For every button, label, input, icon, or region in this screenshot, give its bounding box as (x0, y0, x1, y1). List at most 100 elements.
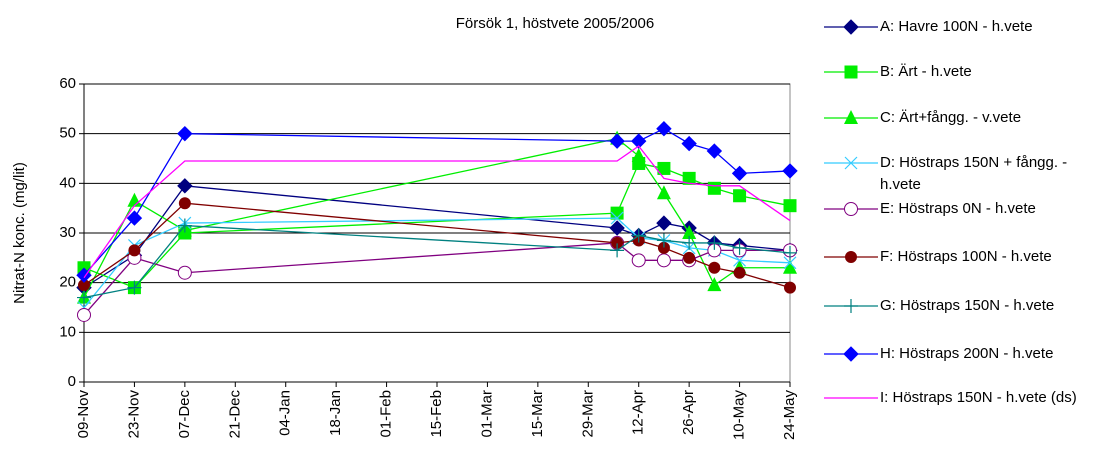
legend-entry: E: Höstraps 0N - h.vete (822, 198, 1108, 220)
legend-label: F: Höstraps 100N - h.vete (880, 248, 1052, 265)
marker (177, 125, 193, 142)
y-axis-title: Nitrat-N konc. (mg/lit) (11, 162, 28, 304)
marker (733, 253, 746, 267)
marker (681, 135, 697, 152)
marker (783, 256, 797, 270)
legend: A: Havre 100N - h.vete B: Ärt - h.vete C: … (822, 0, 1110, 468)
series-line (83, 137, 790, 298)
x-tick-label: 24-May (781, 390, 798, 441)
x-tick-label: 15-Mar (529, 390, 546, 438)
marker (707, 277, 722, 292)
x-tick-label: 29-Mar (579, 390, 596, 438)
legend-entry: H: Höstraps 200N - h.vete (822, 343, 1108, 365)
marker (733, 266, 746, 279)
x-tick-label: 01-Mar (478, 390, 495, 438)
marker (731, 165, 748, 182)
marker (783, 245, 797, 260)
marker (609, 133, 625, 149)
marker (656, 233, 671, 248)
series-line (83, 127, 791, 276)
marker (631, 148, 646, 163)
x-tick-label: 12-Apr (630, 390, 647, 435)
legend-swatch (824, 19, 878, 35)
legend-entry: A: Havre 100N - h.vete (822, 16, 1108, 38)
marker (784, 281, 796, 294)
legend-swatch (824, 397, 878, 399)
legend-swatch (824, 346, 878, 362)
x-tick-label: 23-Nov (125, 390, 142, 439)
marker (783, 259, 797, 274)
marker (610, 206, 624, 220)
series-line (83, 202, 791, 289)
x-tick-label: 26-Apr (680, 390, 697, 435)
marker (127, 280, 142, 295)
marker (844, 110, 858, 124)
y-tick-label: 50 (59, 125, 76, 142)
y-tick-label: 10 (59, 323, 76, 340)
x-tick-label: 18-Jan (327, 390, 344, 436)
y-tick-label: 0 (68, 373, 76, 390)
marker (656, 185, 671, 200)
marker (783, 199, 797, 213)
legend-swatch (824, 156, 878, 170)
marker (177, 218, 192, 233)
x-tick-label: 01-Feb (378, 390, 395, 438)
legend-entry: D: Höstraps 150N + fångg. - h.vete (822, 152, 1108, 196)
marker (177, 265, 192, 280)
legend-swatch (824, 110, 878, 124)
marker (77, 290, 91, 305)
legend-entry: C: Ärt+fångg. - v.vete (822, 107, 1108, 129)
legend-entry: I: Höstraps 150N - h.vete (ds) (822, 387, 1108, 409)
legend-label: E: Höstraps 0N - h.vete (880, 200, 1036, 217)
y-tick-label: 20 (59, 274, 76, 291)
chart: Försök 1, höstvete 2005/2006 Nitrat-N ko… (11, 15, 798, 441)
x-tick-label: 07-Dec (176, 390, 193, 439)
y-tick-label: 40 (59, 174, 76, 191)
legend-label: I: Höstraps 150N - h.vete (ds) (880, 389, 1077, 406)
marker (177, 178, 193, 194)
marker (844, 65, 858, 79)
marker (843, 19, 859, 35)
marker (656, 253, 671, 268)
marker (733, 189, 747, 203)
marker (682, 171, 696, 185)
marker (682, 225, 697, 239)
x-tick-label: 10-May (731, 390, 748, 441)
marker (844, 156, 858, 170)
chart-title: Försök 1, höstvete 2005/2006 (456, 15, 654, 32)
marker (126, 210, 143, 226)
marker (656, 215, 672, 231)
legend-swatch (824, 65, 878, 79)
series-line (83, 224, 791, 299)
marker (708, 261, 721, 274)
marker (631, 253, 646, 268)
marker (656, 120, 672, 137)
marker (707, 181, 721, 195)
legend-label: A: Havre 100N - h.vete (880, 18, 1033, 35)
series-line (83, 217, 791, 308)
legend-swatch (824, 299, 878, 313)
marker (844, 202, 858, 216)
marker (707, 235, 722, 250)
legend-swatch (824, 202, 878, 216)
marker (706, 143, 723, 159)
legend-entry: B: Ärt - h.vete (822, 61, 1108, 83)
legend-swatch (824, 251, 878, 263)
marker (610, 243, 625, 258)
legend-entry: F: Höstraps 100N - h.vete (822, 246, 1108, 268)
marker (609, 220, 625, 236)
marker (843, 346, 859, 362)
x-tick-label: 21-Dec (226, 390, 243, 439)
legend-label: D: Höstraps 150N + fångg. - h.vete (880, 154, 1068, 193)
y-tick-label: 30 (59, 224, 76, 241)
marker (732, 240, 747, 255)
x-tick-label: 15-Feb (428, 390, 445, 438)
marker (782, 163, 798, 179)
marker (845, 251, 857, 263)
marker (178, 197, 191, 210)
marker (77, 307, 91, 322)
legend-label: B: Ärt - h.vete (880, 63, 972, 80)
series-line (83, 145, 791, 279)
series-line (83, 162, 791, 289)
legend-label: H: Höstraps 200N - h.vete (880, 345, 1054, 362)
